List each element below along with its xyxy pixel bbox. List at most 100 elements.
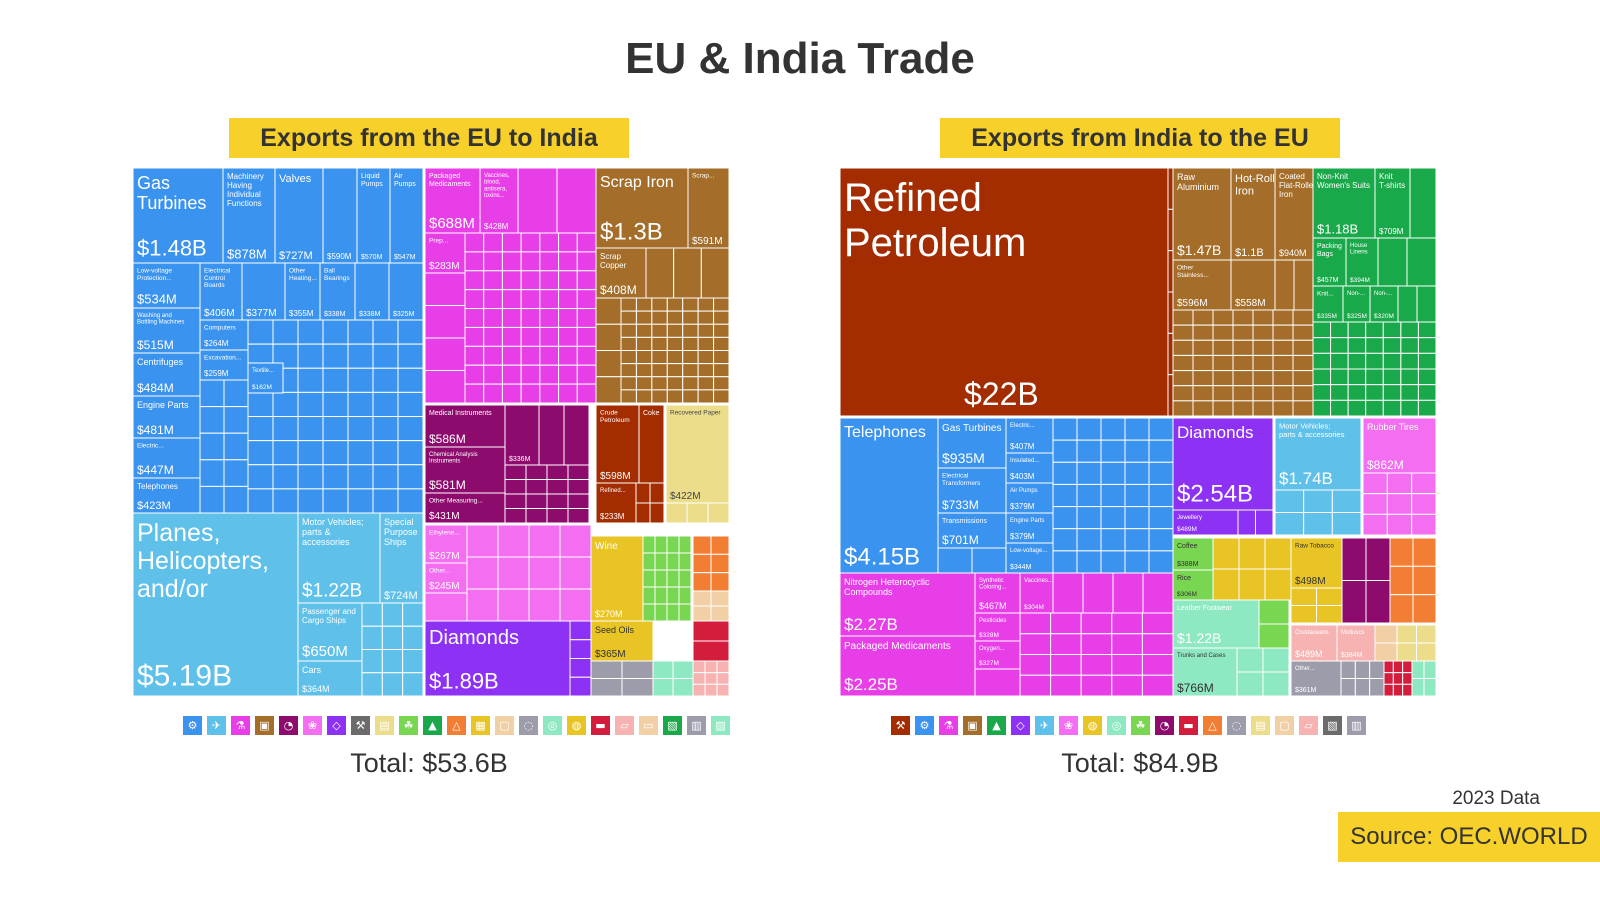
- small-tile: [635, 323, 653, 338]
- small-tile: [1347, 399, 1367, 417]
- small-tiles-grid: [1274, 259, 1314, 311]
- left-category-legend: ⚙ ✈ ⚗ ▣ ◔ ❀ ◇ ⚒ ▤ ☘ ▲ △ ▦ ▢ ◌ ◎ ◍ ▬ ▱ ▭ ▧ ▥ ▨: [183, 716, 730, 736]
- small-tile: [397, 488, 424, 514]
- small-tile: [1172, 339, 1194, 356]
- small-tile: [1076, 483, 1102, 508]
- small-tile: [666, 363, 684, 378]
- small-tile: [347, 343, 374, 369]
- tile-label: Cargo Ships: [302, 616, 346, 625]
- tile-value: $447M: [137, 463, 174, 477]
- small-tile: [525, 508, 548, 524]
- small-tile: [569, 676, 592, 696]
- small-tile: [1347, 321, 1367, 339]
- small-tile: [1347, 352, 1367, 370]
- tile-planes-helicopters-and-or-spacecraft: [133, 512, 299, 696]
- miscellaneous-category-icon: ▥: [1347, 716, 1366, 735]
- tile-cars: [297, 660, 363, 696]
- small-tile: [620, 350, 637, 365]
- small-tile: [1365, 368, 1384, 386]
- small-tile: [546, 464, 569, 480]
- small-tile: [466, 588, 499, 622]
- small-tile: [576, 345, 597, 366]
- small-tile: [361, 649, 383, 674]
- small-tiles-grid: [424, 272, 466, 404]
- tile-label: Engine Parts: [137, 400, 189, 410]
- small-tile: [1417, 368, 1436, 386]
- tile-nitrogen-heterocyclic-compounds: [840, 572, 976, 637]
- small-tile: [704, 660, 718, 674]
- small-tile: [692, 572, 712, 592]
- tile-passenger-and-cargo-ships: [297, 602, 363, 662]
- tile-label: antisera,: [484, 186, 507, 192]
- small-tile: [546, 508, 569, 524]
- small-tile: [504, 464, 527, 480]
- tile-value: $328M: [979, 632, 999, 639]
- small-tile: [297, 367, 324, 393]
- weapons-category-icon: ▧: [1323, 716, 1342, 735]
- tile-raw-aluminium: [1172, 168, 1232, 261]
- small-tile: [1172, 324, 1194, 341]
- small-tile: [1212, 568, 1240, 601]
- small-tile: [528, 588, 561, 622]
- tile-value: $407M: [1010, 442, 1035, 451]
- small-tile: [1396, 624, 1417, 644]
- small-tile: [1148, 550, 1174, 574]
- tile-value: $394M: [1350, 277, 1370, 284]
- small-tile: [1417, 399, 1436, 417]
- small-tile: [297, 319, 324, 345]
- tile-value: $355M: [289, 309, 314, 318]
- small-tile: [971, 547, 1007, 574]
- small-tile: [666, 297, 684, 312]
- small-tile: [1052, 572, 1084, 614]
- small-tile: [678, 535, 692, 554]
- small-tile: [372, 367, 399, 393]
- tile-value: $935M: [942, 450, 985, 466]
- small-tile: [666, 350, 684, 365]
- miscellaneous-category-icon: ◌: [1227, 716, 1246, 735]
- small-tile: [697, 350, 715, 365]
- small-tile: [635, 482, 651, 504]
- small-tile: [1076, 506, 1102, 530]
- tile-coated-flat-rolled-iron: [1274, 168, 1314, 261]
- small-tile: [1148, 439, 1174, 463]
- tile-value: $264M: [204, 339, 229, 348]
- small-tile: [1232, 400, 1254, 417]
- small-tile: [223, 406, 249, 434]
- small-tile: [1148, 528, 1174, 552]
- small-tile: [1383, 660, 1394, 674]
- tile-label: Medical Instruments: [429, 410, 492, 417]
- small-tiles-grid: [1274, 489, 1362, 536]
- small-tile: [1148, 417, 1174, 441]
- small-tile: [682, 389, 699, 404]
- small-tile: [1292, 385, 1314, 402]
- small-tiles-grid: [569, 620, 592, 696]
- tile-label: Packing: [1317, 243, 1342, 250]
- small-tile: [569, 658, 592, 678]
- tile-label: Washing and: [137, 313, 172, 319]
- small-tile: [1400, 352, 1419, 370]
- small-tile: [397, 440, 424, 466]
- small-tile: [642, 586, 656, 605]
- small-tile: [1374, 642, 1398, 662]
- small-tile: [501, 383, 522, 404]
- small-tile: [372, 464, 399, 490]
- small-tile: [713, 376, 729, 391]
- small-tile: [1050, 654, 1082, 676]
- small-tile: [1396, 642, 1417, 662]
- footwear-category-icon: ◎: [1107, 716, 1126, 735]
- small-tile: [464, 326, 485, 347]
- small-tile: [1212, 385, 1234, 402]
- small-tile: [713, 389, 729, 404]
- small-tile: [1052, 483, 1078, 508]
- small-tile: [1212, 370, 1234, 387]
- small-tiles-grid: [1389, 537, 1436, 624]
- small-tile: [697, 376, 715, 391]
- small-tile: [1293, 259, 1314, 311]
- small-tile: [1167, 291, 1174, 334]
- small-tile: [563, 404, 590, 466]
- tile-value: $2.27B: [844, 615, 898, 634]
- small-tile: [1212, 309, 1234, 326]
- small-tile: [1167, 332, 1174, 376]
- small-tile: [1262, 671, 1290, 696]
